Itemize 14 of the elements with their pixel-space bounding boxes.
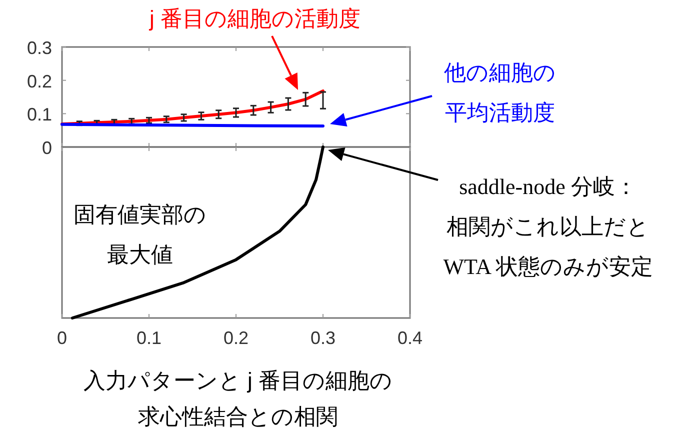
x-tick-label: 0.4 [397,328,423,348]
x-axis-title: 入力パターンと j 番目の細胞の求心性結合との相関 [83,368,393,429]
x-tick-label: 0.1 [136,328,162,348]
text: j 番目の細胞の活動度 [148,6,360,31]
x-tick-label: 0.3 [310,328,336,348]
y-tick-label: 0.2 [26,71,52,92]
y-tick-label: 0.3 [26,38,52,58]
y-tick-label: 0 [42,138,52,158]
annotation: 固有値実部の最大値 [74,202,206,267]
text: saddle-node 分岐：相関がこれ以上だとWTA 状態のみが安定 [443,174,653,279]
x-tick-label: 0 [56,328,68,348]
text: 他の細胞の平均活動度 [444,60,556,125]
y-tick-label: 0.1 [26,104,52,125]
x-tick-label: 0.2 [223,328,249,348]
